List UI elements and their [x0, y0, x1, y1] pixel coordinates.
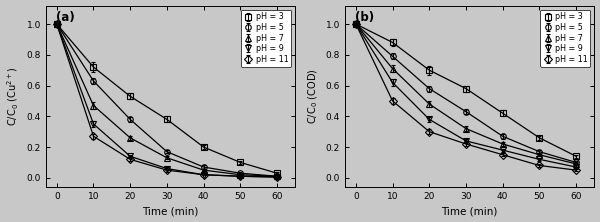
Text: (a): (a) [56, 11, 74, 24]
X-axis label: Time (min): Time (min) [442, 206, 498, 216]
Y-axis label: C/C$_0$ (COD): C/C$_0$ (COD) [307, 69, 320, 124]
Legend: pH = 3, pH = 5, pH = 7, pH = 9, pH = 11: pH = 3, pH = 5, pH = 7, pH = 9, pH = 11 [241, 10, 292, 67]
Y-axis label: C/C$_0$ (Cu$^{2+}$): C/C$_0$ (Cu$^{2+}$) [5, 67, 21, 126]
Legend: pH = 3, pH = 5, pH = 7, pH = 9, pH = 11: pH = 3, pH = 5, pH = 7, pH = 9, pH = 11 [540, 10, 590, 67]
X-axis label: Time (min): Time (min) [142, 206, 199, 216]
Text: (b): (b) [355, 11, 374, 24]
